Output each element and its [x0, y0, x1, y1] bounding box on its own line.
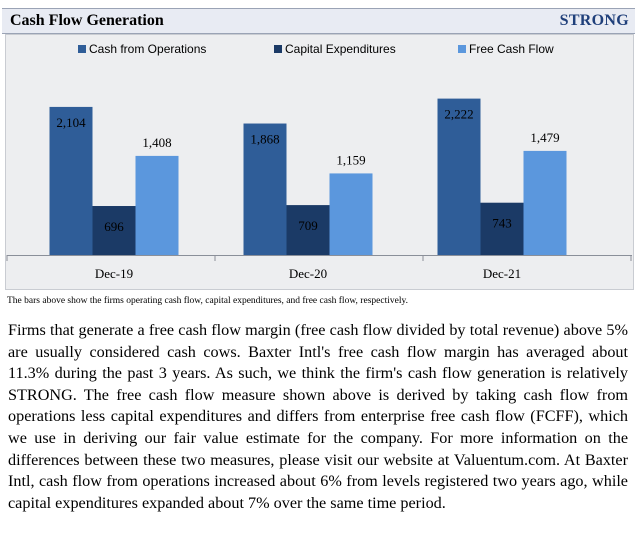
data-label: 696 [104, 219, 124, 234]
cash-flow-chart: Cash from Operations Capital Expenditures… [5, 34, 634, 290]
bar [243, 123, 287, 255]
x-tick-label: Dec-21 [483, 266, 521, 281]
data-label: 2,104 [56, 115, 86, 130]
data-label: 1,408 [142, 135, 171, 150]
analysis-paragraph: Firms that generate a free cash flow mar… [8, 321, 628, 512]
bar [49, 106, 93, 255]
section-header: Cash Flow Generation STRONG [2, 8, 635, 34]
bar [135, 155, 179, 255]
chart-svg: Cash from Operations Capital Expenditures… [6, 42, 632, 281]
legend-swatch [78, 45, 86, 53]
data-label: 1,159 [336, 152, 365, 167]
data-label: 709 [298, 218, 318, 233]
legend-swatch [458, 45, 466, 53]
legend-label: Cash from Operations [89, 42, 206, 56]
data-label: 1,479 [530, 130, 559, 145]
bar [286, 205, 330, 255]
section-title: Cash Flow Generation [10, 12, 164, 29]
chart-caption: The bars above show the firms operating … [7, 296, 408, 306]
bar [480, 202, 524, 255]
bar [437, 98, 481, 256]
data-label: 2,222 [444, 107, 473, 122]
data-label: 743 [492, 216, 512, 231]
bar [523, 150, 567, 255]
rating-badge: STRONG [559, 12, 629, 29]
bar [329, 173, 373, 255]
data-label: 1,868 [250, 132, 279, 147]
bar [92, 206, 136, 255]
legend-label: Capital Expenditures [285, 42, 396, 56]
x-tick-label: Dec-19 [95, 266, 133, 281]
legend-label: Free Cash Flow [469, 42, 554, 56]
legend-swatch [274, 45, 282, 53]
x-tick-label: Dec-20 [289, 266, 327, 281]
